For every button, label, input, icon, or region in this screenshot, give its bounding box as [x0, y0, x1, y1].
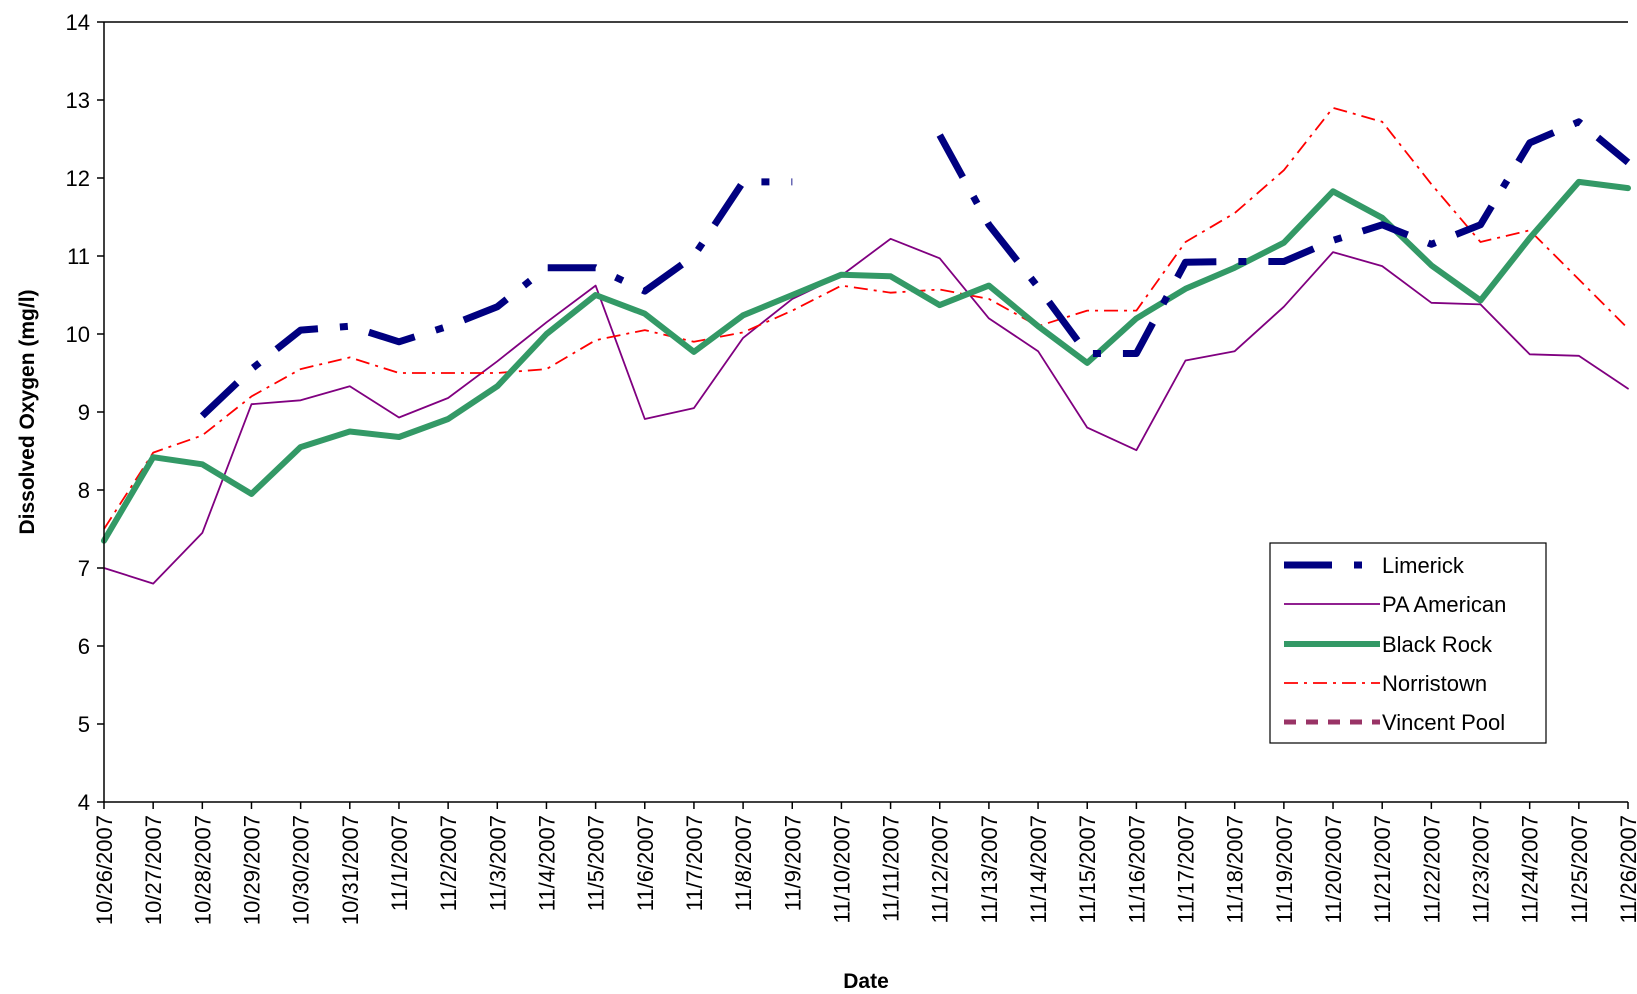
- x-tick-label: 11/19/2007: [1272, 815, 1297, 923]
- legend-item-pa-american: PA American: [1284, 592, 1506, 617]
- y-tick-label: 11: [67, 244, 90, 269]
- x-tick-label: 11/17/2007: [1174, 815, 1199, 923]
- y-tick-label: 14: [66, 10, 90, 35]
- x-tick-label: 11/12/2007: [928, 815, 953, 923]
- x-tick-label: 11/15/2007: [1075, 815, 1100, 923]
- legend-item-black-rock: Black Rock: [1284, 632, 1493, 657]
- x-tick-label: 11/20/2007: [1321, 815, 1346, 923]
- x-tick-label: 11/5/2007: [584, 815, 609, 911]
- legend-label-norristown: Norristown: [1382, 671, 1487, 696]
- legend-item-vincent-pool: Vincent Pool: [1284, 710, 1505, 735]
- x-tick-label: 11/22/2007: [1419, 815, 1444, 923]
- x-tick-label: 11/21/2007: [1370, 815, 1395, 923]
- x-tick-label: 11/23/2007: [1469, 815, 1494, 923]
- x-tick-label: 11/10/2007: [829, 815, 854, 923]
- legend: Limerick PA American Black Rock Norristo…: [1269, 542, 1547, 744]
- x-tick-label: 10/29/2007: [239, 815, 264, 925]
- series-line-pa-american: [103, 237, 1629, 585]
- x-tick-label: 11/3/2007: [485, 815, 510, 911]
- x-tick-label: 10/30/2007: [289, 815, 314, 925]
- y-tick-label: 5: [78, 712, 90, 737]
- x-axis-title: Date: [843, 970, 889, 993]
- legend-item-norristown: Norristown: [1284, 671, 1487, 696]
- y-tick-label: 12: [66, 166, 90, 191]
- x-tick-label: 11/2/2007: [436, 815, 461, 911]
- x-tick-label: 10/26/2007: [92, 815, 117, 925]
- y-axis-ticks: 4 5 6 7 8 9 10 11 12 13 14: [66, 10, 104, 815]
- y-tick-label: 10: [66, 322, 90, 347]
- legend-label-vincent-pool: Vincent Pool: [1382, 710, 1505, 735]
- x-tick-label: 11/4/2007: [534, 815, 559, 911]
- x-tick-label: 11/18/2007: [1223, 815, 1248, 923]
- x-tick-label: 10/28/2007: [190, 815, 215, 925]
- legend-label-pa-american: PA American: [1382, 592, 1506, 617]
- x-tick-label: 11/9/2007: [780, 815, 805, 911]
- legend-label-black-rock: Black Rock: [1382, 632, 1493, 657]
- y-tick-label: 6: [78, 634, 90, 659]
- x-tick-label: 11/13/2007: [977, 815, 1002, 923]
- series-layer: [101, 106, 1631, 585]
- y-tick-label: 13: [66, 88, 90, 113]
- y-tick-label: 9: [78, 400, 90, 425]
- x-tick-label: 11/7/2007: [682, 815, 707, 911]
- x-tick-label: 11/11/2007: [879, 815, 904, 922]
- x-tick-label: 10/31/2007: [338, 815, 363, 925]
- x-tick-label: 11/8/2007: [731, 815, 756, 911]
- series-line-limerick: [199, 118, 1631, 419]
- y-axis-title: Dissolved Oxygen (mg/l): [16, 289, 39, 534]
- x-tick-label: 11/26/2007: [1616, 815, 1637, 923]
- x-axis-ticks: 10/26/2007 10/27/2007 10/28/2007 10/29/2007…: [92, 802, 1637, 925]
- y-tick-label: 7: [78, 556, 90, 581]
- x-tick-label: 11/25/2007: [1567, 815, 1592, 923]
- x-tick-label: 11/24/2007: [1518, 815, 1543, 923]
- series-line-black-rock: [101, 178, 1631, 544]
- x-tick-label: 11/1/2007: [387, 815, 412, 911]
- x-tick-label: 11/16/2007: [1124, 815, 1149, 923]
- x-tick-label: 11/14/2007: [1026, 815, 1051, 923]
- y-tick-label: 8: [78, 478, 90, 503]
- x-tick-label: 11/6/2007: [633, 815, 658, 911]
- legend-item-limerick: Limerick: [1284, 553, 1465, 578]
- x-tick-label: 10/27/2007: [141, 815, 166, 925]
- legend-label-limerick: Limerick: [1382, 553, 1465, 578]
- series-line-norristown: [103, 106, 1629, 530]
- y-tick-label: 4: [78, 790, 90, 815]
